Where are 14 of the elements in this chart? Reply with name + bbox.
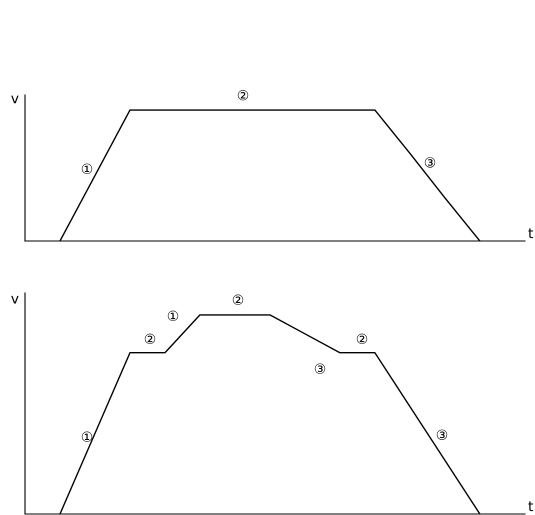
annotation: ③: [424, 157, 436, 168]
x-axis-title: t: [528, 228, 534, 238]
annotation: ①: [82, 164, 92, 174]
text: ②: [238, 90, 248, 100]
y-axis-title: v: [11, 296, 19, 304]
annotation: ②: [356, 334, 368, 344]
y-axis-title: v: [11, 96, 19, 104]
text: ②: [232, 294, 244, 305]
annotation: ①: [82, 432, 92, 442]
annotation: ①: [168, 310, 178, 322]
annotation: ③: [436, 430, 448, 440]
annotation: ③: [314, 363, 326, 374]
annotation: ②: [144, 334, 156, 344]
x-axis-title: t: [528, 501, 534, 512]
